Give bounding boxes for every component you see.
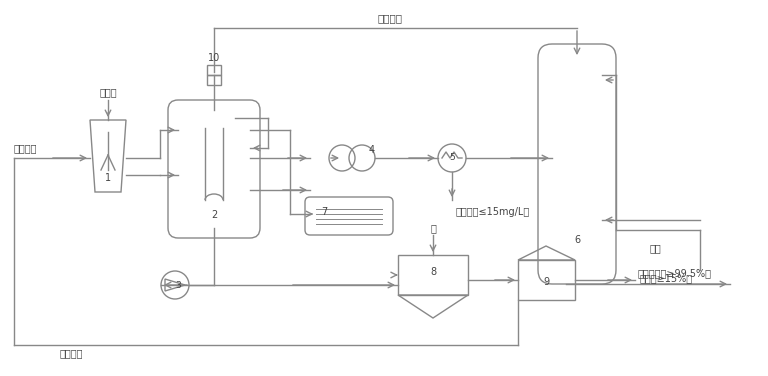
Text: 10: 10 <box>208 53 220 63</box>
Text: 6: 6 <box>574 235 580 245</box>
Text: 氧化镁: 氧化镁 <box>99 87 117 97</box>
Text: 铵盐溶液: 铵盐溶液 <box>14 143 38 153</box>
Bar <box>207 75 221 85</box>
Text: 氨水（≥15%）: 氨水（≥15%） <box>640 273 694 283</box>
Bar <box>207 65 221 75</box>
Text: 3: 3 <box>175 280 181 290</box>
Text: 7: 7 <box>321 207 327 217</box>
Text: 2: 2 <box>211 210 217 220</box>
Text: 蒸汽: 蒸汽 <box>650 243 662 253</box>
Text: 结晶母液: 结晶母液 <box>60 348 84 358</box>
Text: 1: 1 <box>105 173 111 183</box>
Text: 镁盐结晶（≥99.5%）: 镁盐结晶（≥99.5%） <box>638 268 712 278</box>
Bar <box>398 255 468 295</box>
Text: 8: 8 <box>430 267 436 277</box>
Text: 9: 9 <box>543 277 549 287</box>
Text: 4: 4 <box>369 145 375 155</box>
Text: 5: 5 <box>449 153 455 162</box>
Text: 含氨蒸汽: 含氨蒸汽 <box>378 13 402 23</box>
Text: 酸: 酸 <box>430 223 436 233</box>
Text: 水（氨氮≤15mg/L）: 水（氨氮≤15mg/L） <box>456 207 530 217</box>
